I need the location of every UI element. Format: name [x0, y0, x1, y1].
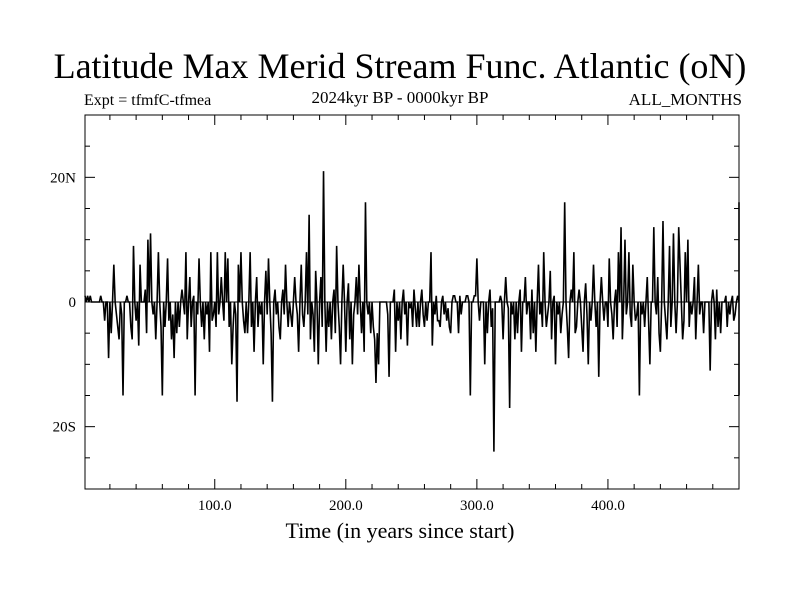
- y-tick-label: 0: [69, 295, 77, 311]
- x-tick-label: 300.0: [460, 498, 494, 514]
- x-tick-label: 100.0: [198, 498, 232, 514]
- experiment-label: Expt = tfmfC-tfmea: [84, 92, 212, 109]
- plot-frame: [84, 114, 740, 490]
- axis-tick-labels: 100.0 200.0 300.0 400.0 20N 0 20S: [50, 170, 625, 514]
- y-tick-label: 20N: [50, 170, 76, 186]
- chart-title: Latitude Max Merid Stream Func. Atlantic…: [53, 46, 747, 86]
- axis-ticks: [85, 115, 739, 489]
- x-tick-label: 400.0: [591, 498, 625, 514]
- x-tick-label: 200.0: [329, 498, 363, 514]
- period-label: 2024kyr BP - 0000kyr BP: [311, 88, 489, 107]
- series-line: [84, 171, 740, 452]
- y-tick-label: 20S: [53, 420, 76, 436]
- months-label: ALL_MONTHS: [628, 90, 742, 109]
- x-axis-label: Time (in years since start): [285, 518, 515, 543]
